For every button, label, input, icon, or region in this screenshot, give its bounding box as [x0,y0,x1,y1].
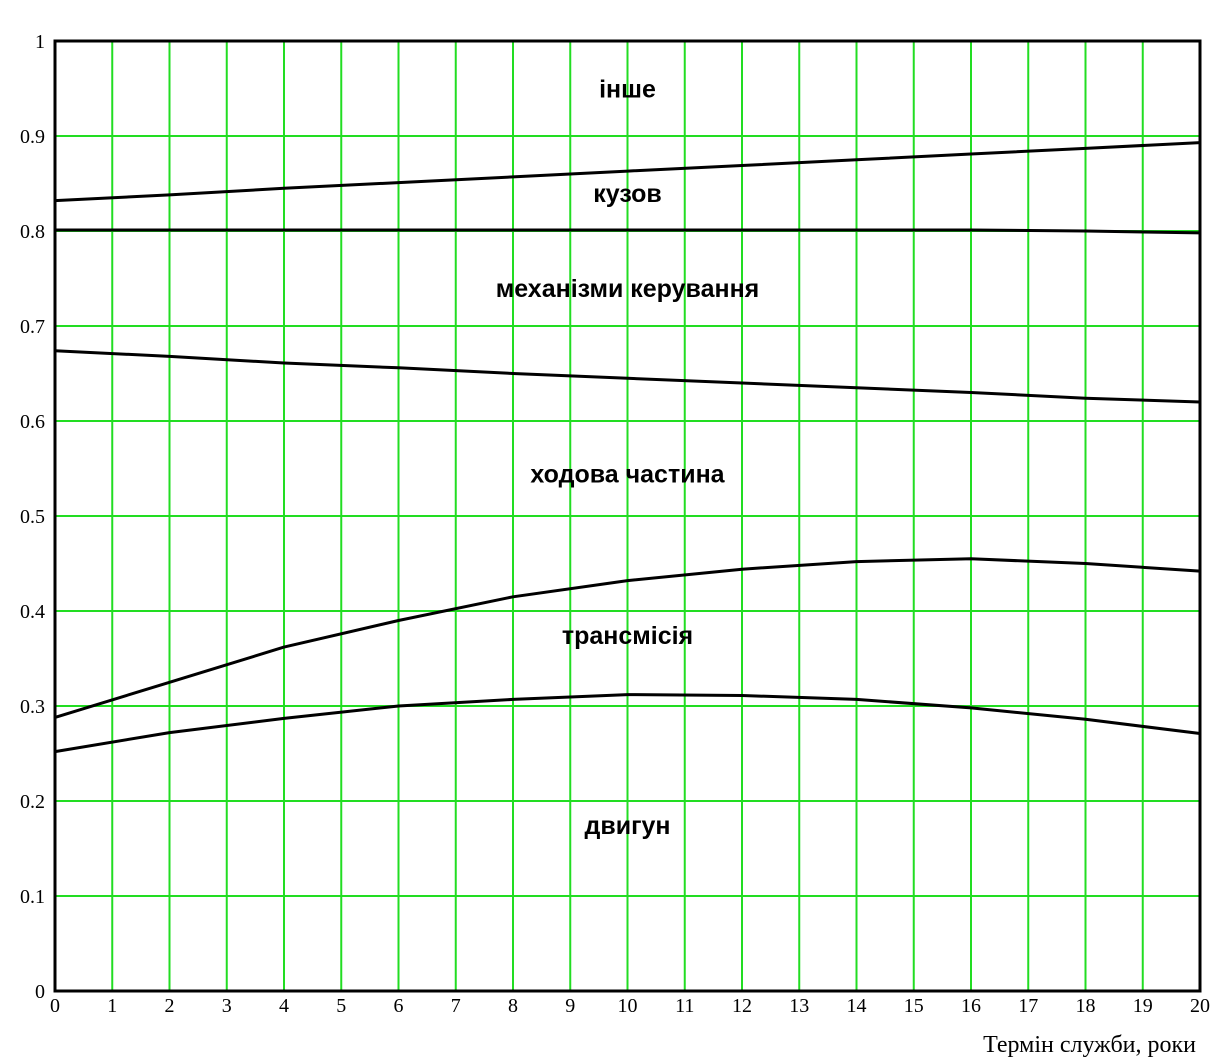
region-label-layer: двигун трансмісія ходова частина механізми … [496,76,760,840]
x-tick-label: 16 [961,995,981,1017]
x-tick-label: 3 [222,995,232,1017]
x-tick-label: 2 [165,995,175,1017]
series-layer [53,141,1202,754]
x-tick-label: 14 [847,995,867,1017]
x-tick-label: 9 [565,995,575,1017]
y-tick-label: 0.8 [20,221,45,243]
x-tick-label: 12 [732,995,752,1017]
y-tick-label: 0.2 [20,791,45,813]
plot-frame [53,39,1202,993]
x-tick-label: 1 [107,995,117,1017]
region-label: інше [599,76,656,104]
region-label: механізми керування [496,275,760,303]
region-label: кузов [593,180,662,208]
x-tick-label: 15 [904,995,924,1017]
x-tick-label: 17 [1018,995,1038,1017]
y-tick-label: 0.7 [20,316,45,338]
x-tick-label: 10 [618,995,638,1017]
x-tick-label: 8 [508,995,518,1017]
region-label: трансмісія [562,622,693,650]
x-tick-label: 19 [1133,995,1153,1017]
y-tick-label: 0.9 [20,126,45,148]
boundary-line-5 [53,141,1202,203]
x-tick-label: 11 [675,995,694,1017]
y-tick-label: 0.6 [20,411,45,433]
x-tick-label: 13 [789,995,809,1017]
x-axis-title: Термін служби, роки [983,1032,1196,1058]
grid-layer [54,40,1201,992]
tick-layer: 0 1 2 3 4 5 6 7 8 9 10 11 12 13 14 15 16 17 18 19 2000.10.20… [20,31,1210,1017]
y-tick-label: 0 [35,981,45,1003]
y-tick-label: 0.3 [20,696,45,718]
region-label: двигун [584,812,670,840]
boundary-line-2 [53,557,1202,719]
x-tick-label: 7 [451,995,461,1017]
x-tick-label: 0 [50,995,60,1017]
boundary-line-4 [53,228,1202,235]
x-tick-label: 4 [279,995,289,1017]
x-tick-label: 18 [1076,995,1096,1017]
y-tick-label: 0.5 [20,506,45,528]
y-tick-label: 0.1 [20,886,45,908]
region-label: ходова частина [530,460,725,488]
boundary-line-1 [53,693,1202,754]
y-tick-label: 0.4 [20,601,45,623]
boundary-line-3 [53,349,1202,404]
x-tick-label: 5 [336,995,346,1017]
y-tick-label: 1 [35,31,45,53]
x-tick-label: 6 [394,995,404,1017]
x-tick-label: 20 [1190,995,1210,1017]
